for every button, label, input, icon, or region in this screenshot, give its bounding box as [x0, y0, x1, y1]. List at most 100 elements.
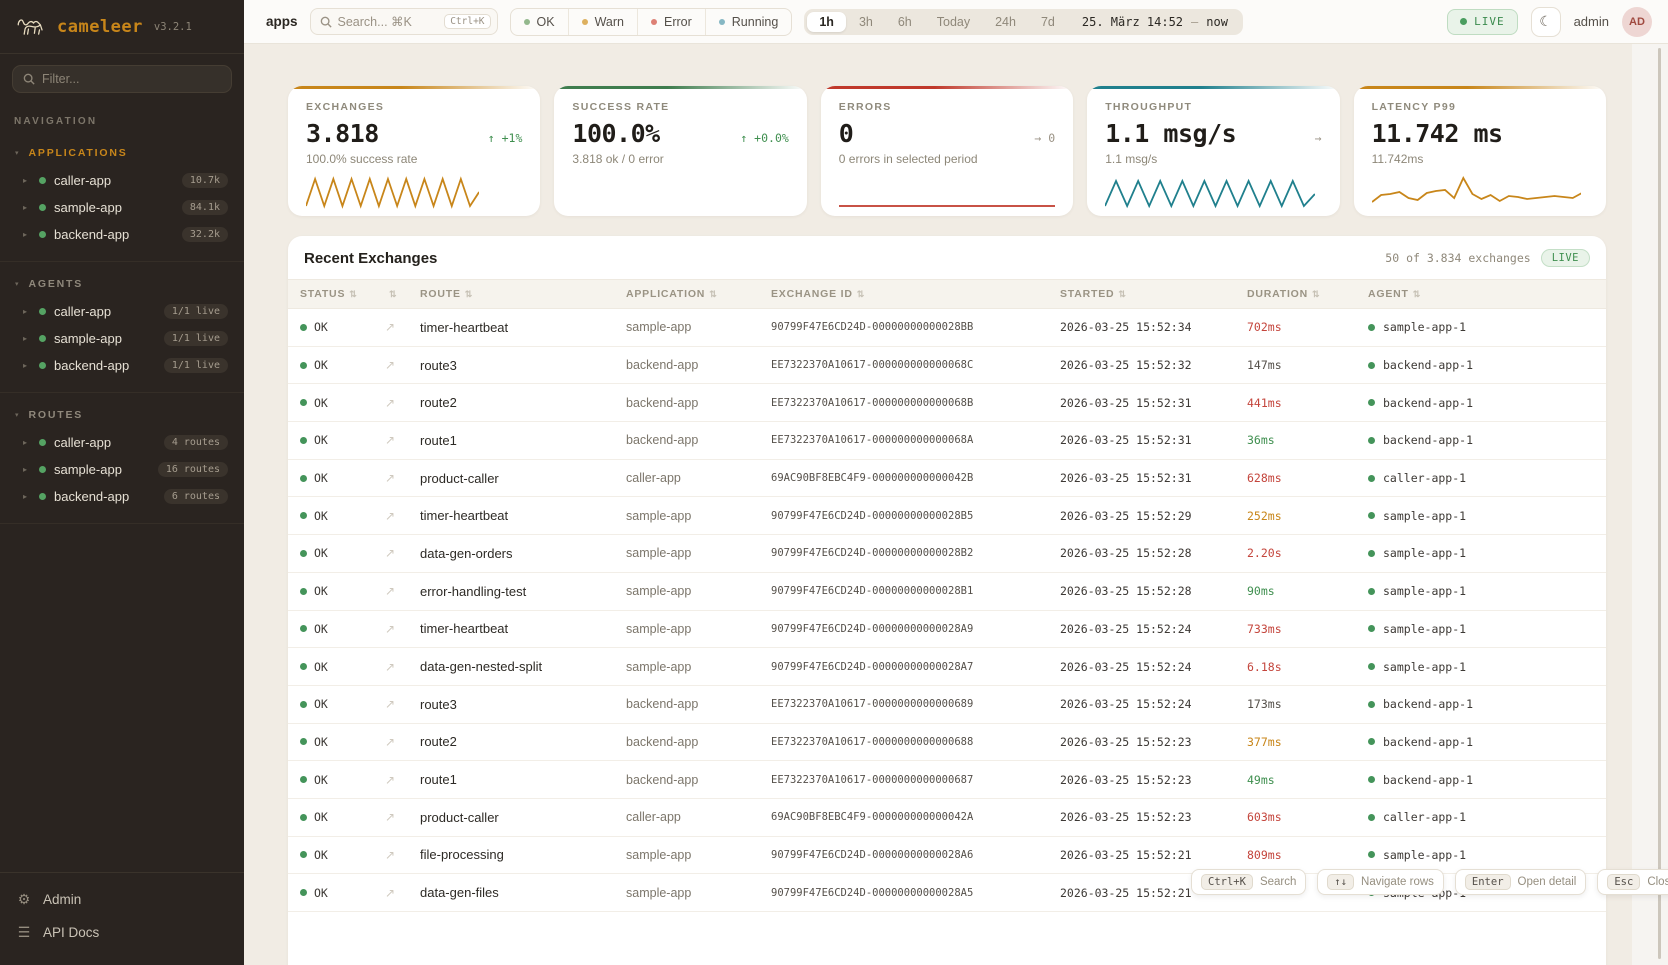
open-exchange-arrow-icon[interactable]: ↗: [385, 659, 396, 674]
sidebar-section-header[interactable]: ▾ AGENTS: [0, 270, 244, 298]
kpi-card[interactable]: EXCHANGES 3.818 ↑ +1% 100.0% success rat…: [288, 86, 541, 216]
row-started: 2026-03-25 15:52:31: [1060, 395, 1192, 410]
column-header[interactable]: DURATION ⇅: [1247, 288, 1368, 300]
kpi-card[interactable]: LATENCY P99 11.742 ms 11.742ms: [1353, 86, 1606, 216]
column-header[interactable]: ⇅: [385, 289, 420, 300]
open-exchange-arrow-icon[interactable]: ↗: [385, 395, 396, 410]
theme-toggle-button[interactable]: ☾: [1530, 6, 1561, 37]
status-filter[interactable]: Error: [636, 8, 705, 35]
status-filter-label: OK: [536, 14, 555, 29]
sort-icon: ⇅: [856, 288, 866, 299]
sidebar-footer-item[interactable]: ☰ API Docs: [0, 916, 244, 949]
open-exchange-arrow-icon[interactable]: ↗: [385, 734, 396, 749]
range-to: now: [1206, 14, 1228, 29]
table-row[interactable]: OK ↗ route1 backend-app EE7322370A10617-…: [288, 761, 1606, 799]
sidebar-footer-item[interactable]: ⚙ Admin: [0, 883, 244, 916]
table-row[interactable]: OK ↗ file-processing sample-app 90799F47…: [288, 837, 1606, 875]
sidebar-item-label: caller-app: [54, 304, 112, 319]
status-text: OK: [314, 320, 328, 335]
time-range-option[interactable]: 7d: [1040, 14, 1055, 29]
column-header[interactable]: AGENT ⇅: [1368, 288, 1606, 300]
table-row[interactable]: OK ↗ product-caller caller-app 69AC90BF8…: [288, 460, 1606, 498]
agent-name: backend-app-1: [1383, 395, 1474, 410]
open-exchange-arrow-icon[interactable]: ↗: [385, 508, 396, 523]
search-input[interactable]: [337, 14, 434, 29]
table-row[interactable]: OK ↗ data-gen-nested-split sample-app 90…: [288, 648, 1606, 686]
time-range-group: 1h 3h 6h Today 24h 7d 25. März 14:52 — now: [804, 8, 1243, 35]
open-exchange-arrow-icon[interactable]: ↗: [385, 772, 396, 787]
status-dot: [39, 231, 46, 238]
column-header[interactable]: STATUS ⇅: [300, 288, 385, 300]
table-row[interactable]: OK ↗ error-handling-test sample-app 9079…: [288, 573, 1606, 611]
row-agent: backend-app-1: [1368, 396, 1606, 410]
avatar[interactable]: AD: [1622, 6, 1652, 37]
time-range-option[interactable]: 3h: [858, 14, 873, 29]
search-box[interactable]: Ctrl+K: [309, 8, 498, 35]
row-status: OK: [300, 433, 385, 447]
time-range-option[interactable]: 6h: [897, 14, 912, 29]
column-header[interactable]: EXCHANGE ID ⇅: [771, 288, 1060, 300]
sidebar-item[interactable]: ▸ backend-app 32.2k: [0, 221, 244, 248]
sidebar-item-label: sample-app: [54, 462, 122, 477]
scrollbar[interactable]: [1658, 48, 1661, 959]
time-range-option[interactable]: 1h: [807, 11, 846, 32]
table-row[interactable]: OK ↗ route3 backend-app EE7322370A10617-…: [288, 347, 1606, 385]
column-header[interactable]: APPLICATION ⇅: [626, 288, 771, 300]
open-exchange-arrow-icon[interactable]: ↗: [385, 584, 396, 599]
sort-icon: ⇅: [1412, 288, 1422, 299]
row-started: 2026-03-25 15:52:32: [1060, 358, 1192, 373]
table-row[interactable]: OK ↗ route2 backend-app EE7322370A10617-…: [288, 384, 1606, 423]
live-dot: [1460, 18, 1468, 25]
table-row[interactable]: OK ↗ timer-heartbeat sample-app 90799F47…: [288, 309, 1606, 347]
sidebar-item[interactable]: ▸ caller-app 10.7k: [0, 167, 244, 194]
status-filter[interactable]: Running: [704, 8, 792, 35]
sidebar-filter-input[interactable]: [42, 72, 221, 86]
sidebar-item[interactable]: ▸ backend-app 6 routes: [0, 483, 244, 510]
time-range-option[interactable]: Today: [936, 14, 971, 29]
table-row[interactable]: OK ↗ data-gen-orders sample-app 90799F47…: [288, 535, 1606, 573]
sidebar-section-header[interactable]: ▾ ROUTES: [0, 401, 244, 429]
sidebar-item[interactable]: ▸ sample-app 16 routes: [0, 456, 244, 483]
row-duration: 36ms: [1247, 433, 1275, 448]
open-exchange-arrow-icon[interactable]: ↗: [385, 358, 396, 373]
chevron-down-icon: ▾: [15, 281, 19, 288]
sidebar-item[interactable]: ▸ backend-app 1/1 live: [0, 352, 244, 379]
table-row[interactable]: OK ↗ route1 backend-app EE7322370A10617-…: [288, 422, 1606, 460]
status-ok-dot: [300, 399, 307, 407]
status-ok-dot: [300, 663, 307, 671]
open-exchange-arrow-icon[interactable]: ↗: [385, 847, 396, 862]
open-exchange-arrow-icon[interactable]: ↗: [385, 621, 396, 636]
live-toggle-button[interactable]: LIVE: [1447, 8, 1518, 35]
sidebar-section-header[interactable]: ▾ APPLICATIONS: [0, 139, 244, 167]
table-row[interactable]: OK ↗ route2 backend-app EE7322370A10617-…: [288, 724, 1606, 762]
open-exchange-arrow-icon[interactable]: ↗: [385, 320, 396, 335]
table-row[interactable]: OK ↗ timer-heartbeat sample-app 90799F47…: [288, 497, 1606, 536]
status-filter[interactable]: Warn: [567, 8, 637, 35]
sidebar-item[interactable]: ▸ sample-app 84.1k: [0, 194, 244, 221]
sidebar-item[interactable]: ▸ caller-app 4 routes: [0, 429, 244, 456]
kpi-card[interactable]: SUCCESS RATE 100.0% ↑ +0.0% 3.818 ok / 0…: [554, 86, 807, 216]
status-filter[interactable]: OK: [511, 9, 568, 35]
time-range-option[interactable]: 24h: [995, 14, 1016, 29]
agent-name: sample-app-1: [1383, 584, 1467, 599]
open-exchange-arrow-icon[interactable]: ↗: [385, 471, 396, 486]
agent-dot: [1368, 738, 1375, 746]
table-row[interactable]: OK ↗ timer-heartbeat sample-app 90799F47…: [288, 611, 1606, 649]
kpi-label: LATENCY P99: [1371, 101, 1457, 113]
table-row[interactable]: OK ↗ product-caller caller-app 69AC90BF8…: [288, 799, 1606, 837]
open-exchange-arrow-icon[interactable]: ↗: [385, 810, 396, 825]
open-exchange-arrow-icon[interactable]: ↗: [385, 697, 396, 712]
open-exchange-arrow-icon[interactable]: ↗: [385, 546, 396, 561]
table-row[interactable]: OK ↗ route3 backend-app EE7322370A10617-…: [288, 686, 1606, 724]
kpi-card[interactable]: THROUGHPUT 1.1 msg/s → 1.1 msg/s: [1087, 86, 1340, 216]
row-started: 2026-03-25 15:52:34: [1060, 320, 1192, 335]
kpi-card[interactable]: ERRORS 0 → 0 0 errors in selected period: [820, 86, 1074, 216]
column-header[interactable]: STARTED ⇅: [1060, 288, 1247, 300]
column-header[interactable]: ROUTE ⇅: [420, 288, 626, 300]
open-exchange-arrow-icon[interactable]: ↗: [385, 885, 396, 900]
sidebar-filter[interactable]: [12, 65, 232, 93]
open-exchange-arrow-icon[interactable]: ↗: [385, 433, 396, 448]
sidebar-item[interactable]: ▸ caller-app 1/1 live: [0, 298, 244, 325]
sidebar-item[interactable]: ▸ sample-app 1/1 live: [0, 325, 244, 352]
sidebar-item-label: backend-app: [54, 227, 130, 242]
